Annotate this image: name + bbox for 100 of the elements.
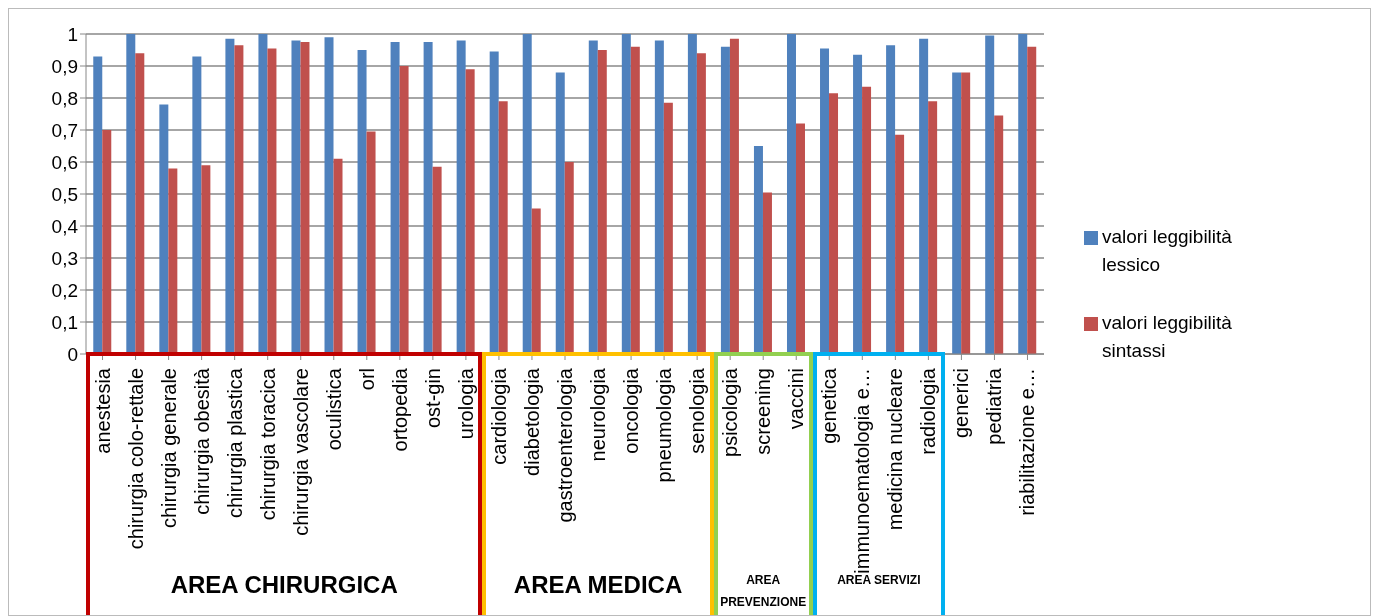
x-tick-label: chirurgia obesità — [190, 367, 213, 515]
bar — [555, 72, 565, 354]
x-tick-label: oculistica — [322, 367, 345, 451]
bar — [423, 42, 433, 354]
bar — [225, 38, 235, 354]
text: AREA CHIRURGICA — [170, 571, 398, 598]
x-tick-label: neurologia — [587, 367, 610, 462]
bar — [465, 69, 475, 354]
text: AREA SERVIZI — [837, 573, 921, 587]
bar — [919, 38, 929, 354]
y-tick-label: 0,8 — [51, 87, 78, 109]
bar — [324, 37, 334, 354]
bar — [300, 42, 310, 354]
y-tick-label: 1 — [67, 23, 78, 45]
x-tick-label: gastroenterologia — [554, 367, 576, 523]
bar — [1027, 46, 1037, 354]
bar — [498, 101, 508, 354]
y-tick-label: 0,2 — [51, 279, 78, 301]
bar — [291, 40, 301, 354]
bar — [729, 38, 739, 354]
x-tick-label: pediatria — [983, 367, 1006, 445]
y-tick-label: 0 — [67, 343, 78, 365]
y-tick-label: 0,5 — [51, 183, 78, 205]
x-tick-label: pneumologia — [653, 367, 676, 483]
bar — [961, 72, 971, 354]
x-tick-label: oncologia — [620, 367, 643, 454]
bar — [126, 34, 136, 354]
bar — [895, 134, 905, 354]
bar — [829, 93, 839, 354]
y-tick-label: 0,7 — [51, 119, 78, 141]
bar — [93, 56, 103, 354]
bar — [663, 102, 673, 354]
x-tick-label: ost-gin — [421, 368, 444, 429]
x-tick-label: chirurgia generale — [157, 368, 180, 529]
bar — [630, 46, 640, 354]
bar — [928, 101, 938, 354]
bar — [597, 50, 607, 354]
x-tick-label: psicologia — [719, 367, 742, 457]
bar — [168, 168, 178, 354]
y-tick-label: 0,9 — [51, 55, 78, 77]
x-tick-label: chirurgia plastica — [223, 367, 246, 519]
bar — [522, 34, 532, 354]
bar — [531, 208, 541, 354]
x-tick-label: ortopedia — [388, 367, 411, 452]
x-tick-label: anestesia — [91, 367, 114, 454]
bar — [489, 51, 499, 354]
x-tick-label: chirurgia vascolare — [289, 368, 312, 536]
bar — [390, 42, 400, 354]
bar — [654, 40, 664, 354]
x-tick-label: medicina nucleare — [884, 368, 907, 531]
x-tick-label: radiologia — [917, 367, 940, 455]
bar — [786, 34, 796, 354]
bar — [753, 146, 763, 354]
bar — [564, 162, 574, 354]
bar — [399, 66, 409, 354]
x-tick-label: urologia — [454, 367, 477, 440]
bar — [985, 35, 995, 354]
bar — [820, 48, 830, 354]
bar — [696, 53, 706, 354]
bar — [862, 86, 872, 354]
x-tick-label: chirurgia colo-rettale — [124, 368, 147, 550]
bar — [621, 34, 631, 354]
bar — [720, 46, 730, 354]
x-tick-label: chirurgia toracica — [256, 367, 279, 521]
bar — [135, 53, 145, 354]
x-tick-label: cardiologia — [487, 367, 510, 465]
legend-label: valori leggibilità sintassi — [1102, 311, 1233, 363]
bar — [1018, 34, 1028, 354]
bar — [357, 50, 367, 354]
bar — [267, 48, 277, 354]
x-tick-label: screening — [752, 368, 775, 455]
bar — [994, 115, 1004, 354]
bar — [333, 158, 343, 354]
bar — [762, 192, 772, 354]
text: AREA MEDICA — [513, 571, 683, 598]
bar — [258, 34, 268, 354]
y-tick-label: 0,6 — [51, 151, 78, 173]
bar — [795, 123, 805, 354]
bar — [687, 34, 697, 354]
x-tick-label: senologia — [686, 367, 709, 454]
bar — [853, 54, 863, 354]
x-tick-label: vaccini — [785, 368, 808, 430]
y-tick-label: 0,3 — [51, 247, 78, 269]
y-tick-label: 0,1 — [51, 311, 78, 333]
x-tick-label: diabetologia — [520, 367, 543, 476]
bar — [952, 72, 962, 354]
x-tick-label: immunoematologia e… — [851, 368, 874, 574]
bar — [366, 131, 376, 354]
x-tick-label: orl — [355, 368, 378, 391]
x-tick-label: generici — [950, 368, 973, 439]
text: AREA PREVENZIONE — [720, 573, 807, 609]
bar — [432, 166, 442, 354]
bar — [159, 104, 169, 354]
bar — [102, 130, 112, 354]
bar — [456, 40, 466, 354]
bar — [201, 165, 211, 354]
legend-label: valori leggibilità lessico — [1102, 225, 1233, 277]
x-tick-label: genetica — [818, 367, 841, 444]
bar — [588, 40, 598, 354]
y-tick-label: 0,4 — [51, 215, 79, 237]
